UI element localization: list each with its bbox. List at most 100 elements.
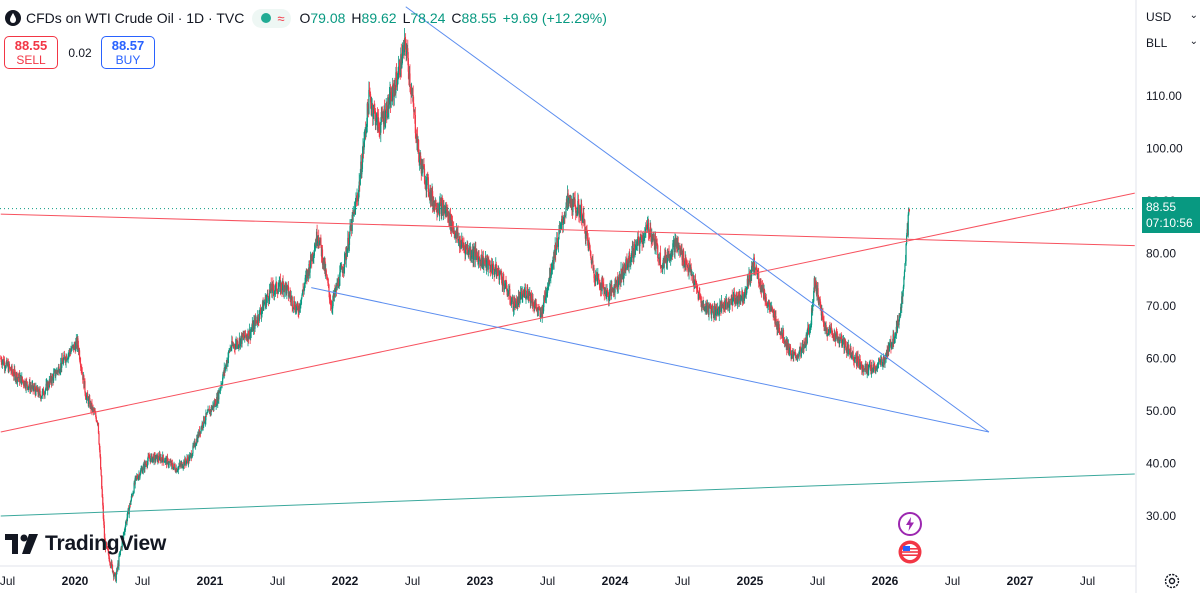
candle-body bbox=[164, 461, 166, 463]
candle-body bbox=[40, 397, 42, 399]
change-value: +9.69 (+12.29%) bbox=[502, 10, 607, 26]
symbol-title[interactable]: CFDs on WTI Crude Oil · 1D · TVC bbox=[26, 10, 245, 26]
teal-trendline[interactable] bbox=[0, 473, 1135, 517]
candle-body bbox=[754, 268, 756, 273]
candle-body bbox=[888, 343, 890, 351]
candle-body bbox=[726, 298, 728, 304]
candle-body bbox=[319, 240, 321, 246]
candle-body bbox=[172, 466, 175, 470]
blue-trendline[interactable] bbox=[311, 287, 990, 433]
oil-drop-icon[interactable] bbox=[4, 9, 22, 27]
candle-body bbox=[388, 104, 390, 110]
candle-body bbox=[840, 337, 842, 339]
blue-trendline[interactable] bbox=[405, 6, 990, 433]
candle-body bbox=[784, 341, 786, 344]
candle-body bbox=[764, 290, 766, 298]
candle-body bbox=[817, 288, 819, 300]
flash-icon[interactable] bbox=[898, 512, 922, 536]
candle-body bbox=[409, 73, 411, 87]
candle-body bbox=[855, 353, 857, 365]
candle-body bbox=[299, 305, 301, 309]
candle-body bbox=[380, 122, 382, 133]
candle-body bbox=[215, 406, 217, 407]
candle-body bbox=[605, 289, 607, 298]
candle-body bbox=[48, 379, 50, 388]
unit-value: BLL bbox=[1146, 36, 1168, 50]
candle-body bbox=[316, 231, 318, 243]
candle-body bbox=[550, 269, 552, 276]
red-trendline[interactable] bbox=[0, 213, 1135, 247]
us-flag-icon[interactable] bbox=[898, 540, 922, 564]
candle-body bbox=[290, 297, 292, 300]
price-axis[interactable]: 30.0040.0050.0060.0070.0080.0090.00100.0… bbox=[1146, 89, 1183, 523]
candle-body bbox=[14, 372, 16, 381]
candle-body bbox=[204, 422, 206, 424]
candle-body bbox=[427, 177, 429, 192]
candle-body bbox=[812, 301, 814, 303]
candle-body bbox=[661, 268, 664, 269]
candle-body bbox=[502, 276, 504, 281]
candle-body bbox=[877, 362, 880, 364]
candle-body bbox=[551, 266, 554, 269]
settings-gear-icon[interactable] bbox=[1163, 572, 1181, 590]
candle-body bbox=[801, 347, 803, 350]
candle-body bbox=[478, 256, 480, 258]
candle-body bbox=[738, 290, 740, 304]
candle-body bbox=[590, 257, 592, 264]
red-trendline[interactable] bbox=[0, 192, 1135, 433]
candle-body bbox=[793, 353, 795, 355]
trendlines[interactable] bbox=[0, 6, 1135, 517]
candle-body bbox=[755, 266, 758, 271]
candle-body bbox=[854, 357, 856, 359]
time-tick-label: 2026 bbox=[872, 574, 899, 588]
unit-dropdown[interactable]: BLL ⌄ bbox=[1146, 36, 1198, 50]
spread-value: 0.02 bbox=[68, 46, 92, 60]
candle-body bbox=[140, 469, 142, 471]
candle-body bbox=[105, 542, 108, 547]
candle-body bbox=[304, 283, 306, 287]
buy-button[interactable]: 88.57 BUY bbox=[101, 36, 155, 69]
candle-body bbox=[263, 304, 265, 311]
candle-body bbox=[589, 244, 591, 250]
candle-body bbox=[386, 105, 388, 118]
candle-body bbox=[320, 237, 322, 246]
market-status-pill[interactable]: ≈ bbox=[252, 8, 292, 28]
candle-body bbox=[120, 547, 122, 551]
candle-body bbox=[530, 293, 533, 301]
candle-body bbox=[847, 344, 849, 355]
candle-body bbox=[312, 252, 314, 259]
candle-body bbox=[489, 265, 491, 270]
candle-body bbox=[293, 300, 296, 309]
candle-body bbox=[860, 362, 862, 366]
candle-body bbox=[278, 286, 280, 289]
candle-body bbox=[622, 266, 624, 279]
candle-body bbox=[340, 268, 342, 270]
candle-body bbox=[361, 155, 364, 169]
candle-body bbox=[372, 113, 374, 117]
candle-body bbox=[374, 109, 376, 112]
candle-body bbox=[524, 289, 527, 299]
candle-body bbox=[381, 112, 383, 114]
candle-body bbox=[142, 465, 144, 471]
candle-body bbox=[151, 458, 154, 462]
time-tick-label: Jul bbox=[945, 574, 960, 588]
candle-body bbox=[202, 425, 204, 427]
candle-body bbox=[478, 257, 481, 262]
candle-body bbox=[428, 191, 430, 195]
candle-body bbox=[789, 346, 792, 355]
currency-dropdown[interactable]: USD ⌄ bbox=[1146, 10, 1198, 24]
tradingview-logo[interactable]: TradingView bbox=[5, 532, 166, 556]
time-axis[interactable]: Jul 2020 Jul 2021 Jul 2022 Jul 2023 Jul 2024 Jul 20… bbox=[0, 574, 1095, 588]
candle-body bbox=[39, 389, 41, 391]
candle-body bbox=[466, 245, 468, 249]
candle-body bbox=[261, 308, 263, 312]
candle-body bbox=[414, 111, 416, 115]
candle-body bbox=[158, 454, 161, 461]
sell-button[interactable]: 88.55 SELL bbox=[4, 36, 58, 69]
candle-body bbox=[894, 337, 896, 342]
time-tick-label: Jul bbox=[135, 574, 150, 588]
candle-body bbox=[106, 546, 108, 547]
candle-body bbox=[644, 229, 646, 232]
candle-body bbox=[635, 244, 637, 252]
